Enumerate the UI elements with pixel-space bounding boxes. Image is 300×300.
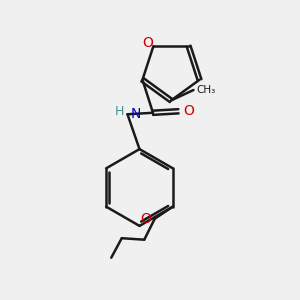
Text: O: O: [183, 104, 194, 118]
Text: O: O: [140, 212, 151, 226]
Text: N: N: [130, 107, 141, 121]
Text: H: H: [114, 105, 124, 119]
Text: CH₃: CH₃: [196, 85, 215, 95]
Text: O: O: [142, 36, 153, 50]
